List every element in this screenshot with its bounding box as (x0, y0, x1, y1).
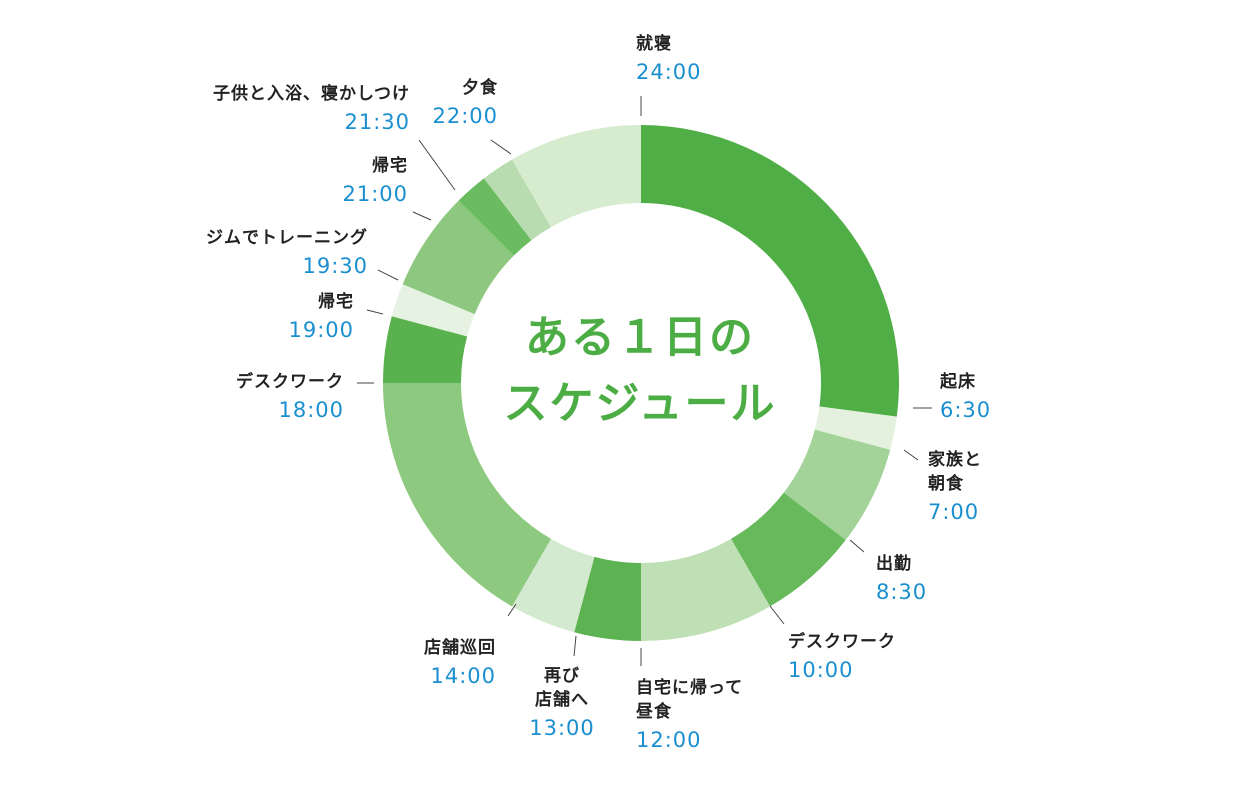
label-activity-line2: 店舗へ (535, 690, 589, 710)
donut-slice (814, 406, 897, 450)
label-kitaku-1900: 帰宅 19:00 (254, 290, 354, 342)
label-time: 19:30 (302, 254, 368, 278)
leader-line (849, 539, 865, 553)
label-activity: 起床 (940, 372, 976, 392)
leader-line (412, 211, 432, 221)
label-yuushoku: 夕食 22:00 (420, 76, 498, 128)
label-kishou: 起床 6:30 (940, 370, 991, 422)
label-activity: 就寝 (636, 34, 672, 54)
label-gym: ジムでトレーニング 19:30 (160, 226, 368, 278)
donut-slice (574, 556, 641, 641)
donut-slice (783, 429, 891, 541)
chart-title-line2: スケジュール (503, 378, 777, 429)
label-activity-line2: 昼食 (636, 702, 672, 722)
donut-slice (731, 492, 846, 607)
label-activity: 再び (544, 666, 580, 686)
donut-slice (483, 159, 551, 241)
label-activity: 家族と (928, 450, 982, 470)
donut-slice (641, 538, 770, 641)
label-time: 21:30 (344, 110, 410, 134)
label-kitaku-2100: 帰宅 21:00 (306, 154, 408, 206)
donut-slice (391, 284, 475, 337)
label-activity: 夕食 (462, 78, 498, 98)
donut-slice (458, 178, 532, 256)
label-time: 18:00 (278, 398, 344, 422)
label-time: 12:00 (636, 728, 702, 752)
donut-slice (512, 125, 641, 228)
leader-line (507, 603, 517, 617)
label-time: 22:00 (432, 104, 498, 128)
label-time: 7:00 (928, 500, 980, 524)
leader-line (366, 309, 384, 315)
leader-lines (357, 96, 932, 666)
label-deskwork-pm: デスクワーク 18:00 (200, 370, 344, 422)
donut-slice (383, 316, 468, 383)
leader-line (903, 449, 919, 461)
label-time: 14:00 (430, 664, 496, 688)
donut-slices (383, 125, 900, 641)
donut-slice (402, 200, 514, 315)
label-time: 10:00 (788, 658, 854, 682)
label-activity: 自宅に帰って (636, 678, 744, 698)
label-shukkin: 出勤 8:30 (876, 552, 927, 604)
label-time: 13:00 (529, 716, 595, 740)
leader-line (573, 635, 577, 657)
label-activity: 帰宅 (318, 292, 354, 312)
label-time: 8:30 (876, 580, 928, 604)
label-activity: 帰宅 (372, 156, 408, 176)
label-time: 24:00 (636, 60, 702, 84)
donut-slice (512, 538, 595, 633)
donut-slice (641, 125, 900, 417)
leader-line (377, 269, 399, 281)
label-activity: 出勤 (876, 554, 912, 574)
label-activity: 店舗巡回 (424, 638, 496, 658)
leader-line (490, 139, 512, 155)
label-activity: ジムでトレーニング (206, 228, 368, 248)
label-activity: デスクワーク (788, 632, 896, 652)
label-activity: デスクワーク (236, 372, 344, 392)
label-shuushin: 就寝 24:00 (636, 32, 702, 84)
chart-title-line1: ある１日の (525, 312, 755, 363)
label-nyuuyoku: 子供と入浴、寝かしつけ 21:30 (150, 82, 410, 134)
chart-title: ある１日の スケジュール (470, 305, 810, 437)
label-time: 6:30 (940, 398, 992, 422)
label-time: 21:00 (342, 182, 408, 206)
label-futatabi: 再び 店舗へ 13:00 (512, 664, 612, 740)
label-deskwork-am: デスクワーク 10:00 (788, 630, 896, 682)
label-junkai: 店舗巡回 14:00 (384, 636, 496, 688)
leader-line (418, 139, 456, 191)
label-activity: 子供と入浴、寝かしつけ (213, 84, 410, 104)
label-chuushoku: 自宅に帰って 昼食 12:00 (636, 676, 743, 752)
label-time: 19:00 (288, 318, 354, 342)
label-choushoku: 家族と 朝食 7:00 (928, 448, 982, 524)
label-activity-line2: 朝食 (928, 474, 964, 494)
leader-line (769, 605, 785, 625)
donut-slice (383, 383, 551, 607)
